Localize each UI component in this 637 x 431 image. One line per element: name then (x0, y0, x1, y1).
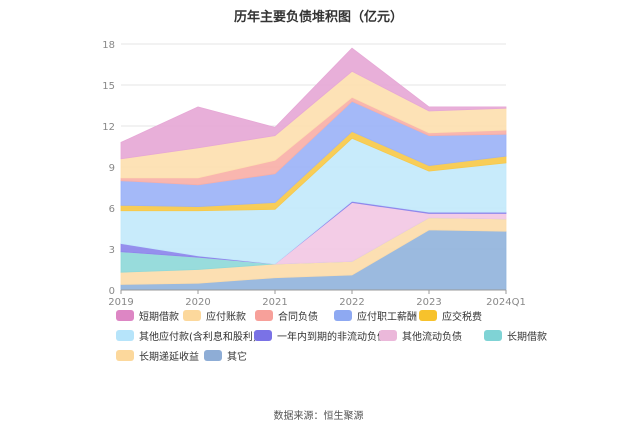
legend-swatch (419, 310, 437, 321)
x-tick-label: 2021 (262, 297, 287, 308)
legend-label: 合同负债 (278, 312, 318, 323)
legend-item[interactable]: 应付职工薪酬 (334, 308, 417, 323)
legend-label: 应付职工薪酬 (357, 312, 417, 323)
legend-swatch (183, 310, 201, 321)
y-tick-label: 18 (102, 40, 115, 51)
y-tick-label: 9 (109, 163, 115, 174)
legend-item[interactable]: 其他流动负债 (379, 328, 462, 343)
legend-label: 应交税费 (442, 312, 482, 323)
x-tick-label: 2020 (185, 297, 210, 308)
y-tick-label: 12 (102, 122, 115, 133)
y-tick-label: 3 (109, 245, 115, 256)
legend-item[interactable]: 长期递延收益 (116, 348, 199, 363)
legend-item[interactable]: 短期借款 (116, 308, 179, 323)
legend-label: 一年内到期的非流动负债 (277, 332, 387, 343)
x-tick-label: 2022 (339, 297, 364, 308)
legend-swatch (255, 310, 273, 321)
y-tick-label: 15 (102, 81, 115, 92)
legend-item[interactable]: 其他应付款(含利息和股利) (116, 328, 257, 343)
legend-swatch (116, 350, 134, 361)
y-tick-label: 6 (109, 204, 115, 215)
legend-label: 其它 (227, 352, 247, 363)
legend-swatch (379, 330, 397, 341)
legend-item[interactable]: 长期借款 (484, 328, 547, 343)
legend-swatch (116, 310, 134, 321)
legend-label: 其他流动负债 (402, 332, 462, 343)
legend-label: 长期借款 (507, 332, 547, 343)
legend-swatch (484, 330, 502, 341)
legend-item[interactable]: 其它 (204, 348, 247, 363)
legend-item[interactable]: 应付账款 (183, 308, 246, 323)
x-tick-label: 2023 (416, 297, 441, 308)
x-tick-label: 2024Q1 (486, 297, 526, 308)
legend-swatch (116, 330, 134, 341)
legend-item[interactable]: 一年内到期的非流动负债 (254, 328, 387, 343)
legend-item[interactable]: 应交税费 (419, 308, 482, 323)
legend-swatch (334, 310, 352, 321)
legend-swatch (204, 350, 222, 361)
chart-title: 历年主要负债堆积图（亿元） (233, 10, 403, 25)
legend-label: 长期递延收益 (139, 352, 199, 363)
legend-label: 应付账款 (206, 312, 246, 323)
x-tick-label: 2019 (108, 297, 133, 308)
data-source: 数据来源：恒生聚源 (273, 411, 364, 422)
area-series-10 (120, 47, 507, 160)
legend-label: 其他应付款(含利息和股利) (139, 332, 257, 343)
legend-label: 短期借款 (139, 312, 179, 323)
legend-item[interactable]: 合同负债 (255, 308, 318, 323)
legend-swatch (254, 330, 272, 341)
y-tick-label: 0 (109, 286, 115, 297)
